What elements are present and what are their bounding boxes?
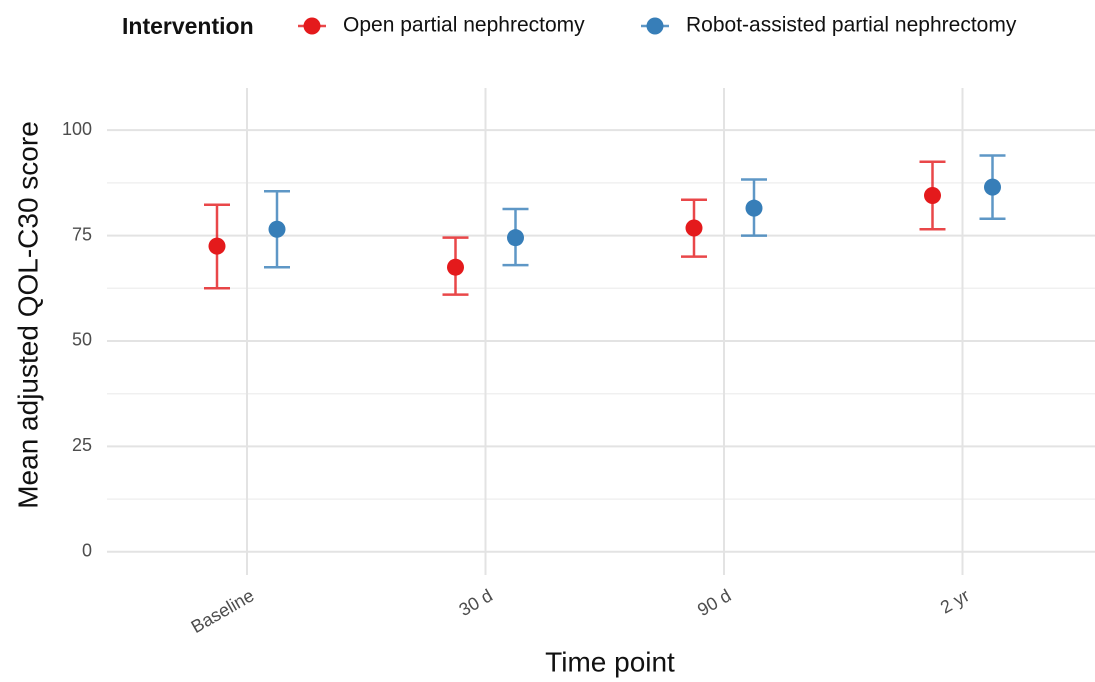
y-tick-label: 100 bbox=[62, 119, 92, 139]
x-tick-label: 90 d bbox=[694, 585, 734, 620]
point bbox=[924, 187, 941, 205]
point bbox=[685, 219, 703, 237]
point bbox=[507, 229, 524, 247]
point bbox=[745, 199, 763, 217]
point bbox=[268, 220, 286, 238]
y-tick-label: 25 bbox=[72, 435, 92, 455]
x-tick-label: Baseline bbox=[188, 585, 258, 637]
y-tick-label: 50 bbox=[72, 330, 92, 350]
y-axis-title: Mean adjusted QOL-C30 score bbox=[12, 121, 43, 509]
legend-key-point bbox=[646, 17, 664, 35]
x-tick-label: 30 d bbox=[456, 585, 496, 620]
legend-key-point bbox=[303, 17, 321, 35]
legend-label: Open partial nephrectomy bbox=[343, 14, 585, 37]
point bbox=[208, 237, 226, 255]
legend-label: Robot-assisted partial nephrectomy bbox=[686, 14, 1017, 37]
point bbox=[984, 178, 1001, 196]
x-tick-label: 2 yr bbox=[937, 585, 973, 617]
y-tick-label: 0 bbox=[82, 541, 92, 561]
legend-title: Intervention bbox=[122, 13, 254, 39]
y-tick-label: 75 bbox=[72, 224, 92, 244]
point bbox=[447, 258, 464, 276]
x-axis-title: Time point bbox=[545, 646, 675, 677]
